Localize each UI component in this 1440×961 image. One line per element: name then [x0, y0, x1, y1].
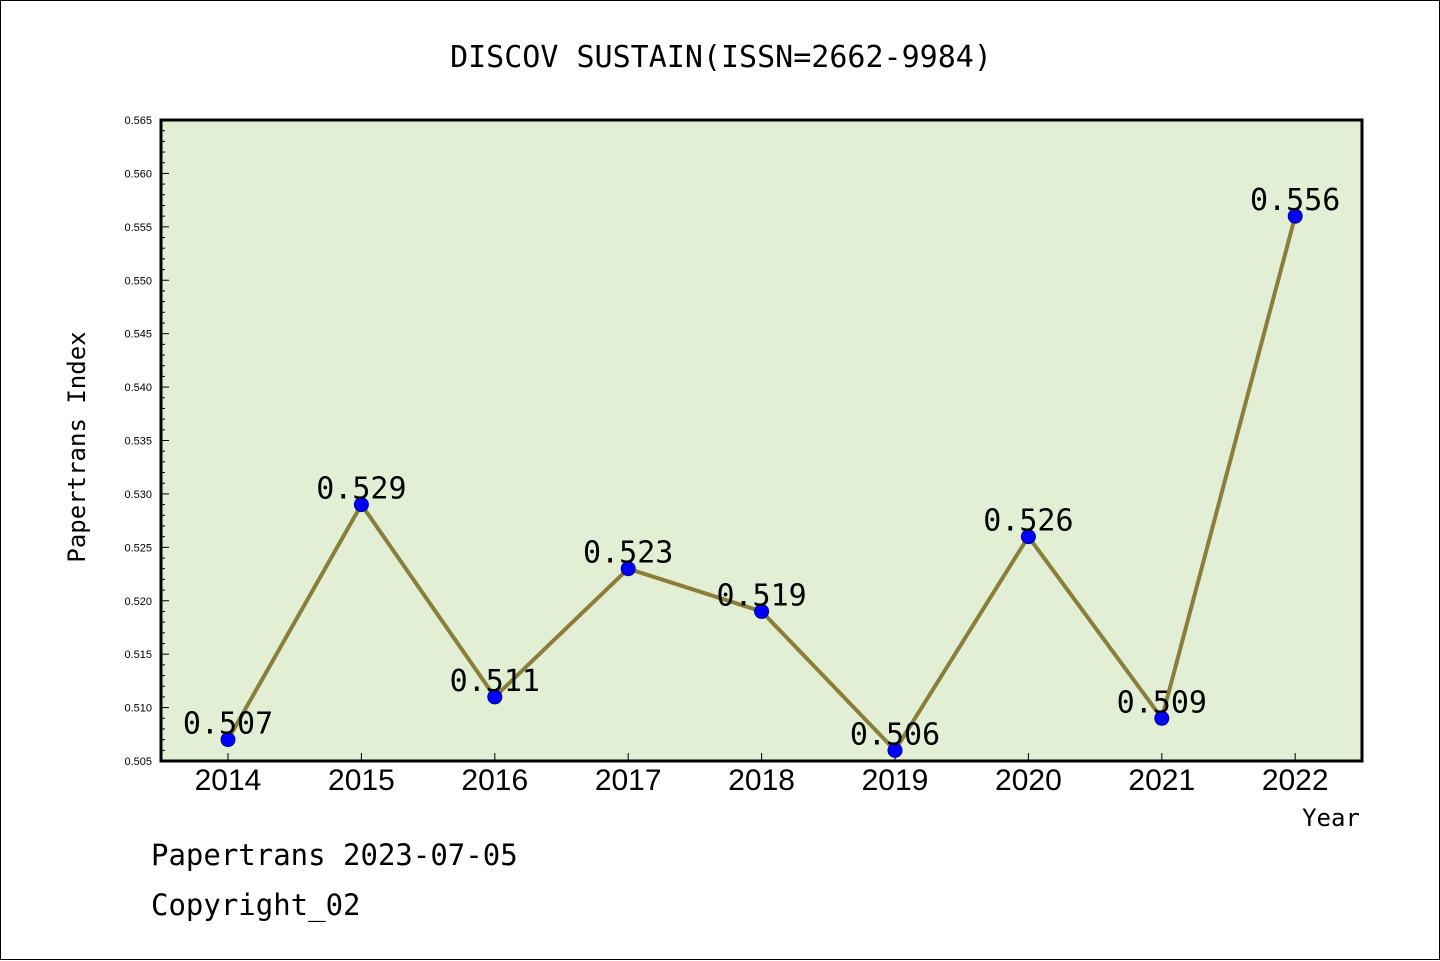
y-tick-label: 0.510 [124, 703, 152, 715]
series-group: 0.507 0.529 0.511 0.523 0.519 0.506 0.526 0.509… [183, 183, 1340, 758]
y-tick-label: 0.515 [124, 649, 152, 661]
y-tick-label: 0.540 [124, 382, 152, 394]
y-tick-label: 0.565 [124, 115, 152, 127]
data-point [754, 603, 770, 619]
data-label: 0.506 [850, 717, 940, 752]
y-tick-label: 0.505 [124, 756, 152, 768]
data-point [887, 742, 903, 758]
x-tick-label: 2015 [328, 764, 395, 797]
y-tick-label: 0.560 [124, 168, 152, 180]
data-label: 0.526 [983, 504, 1073, 539]
x-axis-label: Year [1302, 804, 1360, 832]
y-tick-label: 0.530 [124, 489, 152, 501]
data-label: 0.523 [583, 536, 673, 571]
footer-date: Papertrans 2023-07-05 [151, 838, 518, 872]
data-point [1020, 529, 1036, 545]
x-tick-label: 2017 [595, 764, 662, 797]
x-tick-label: 2020 [995, 764, 1062, 797]
x-tick-label: 2018 [728, 764, 795, 797]
data-label: 0.556 [1250, 183, 1340, 218]
plot-area [159, 118, 1364, 763]
x-axis: 2014 2015 2016 2017 2018 2019 2020 2021 2022 [195, 753, 1329, 797]
data-point [620, 561, 636, 577]
y-axis: 0.505 0.510 0.515 0.520 0.525 0.530 0.535 0.540… [124, 115, 169, 768]
data-label: 0.519 [716, 578, 806, 613]
x-tick-label: 2019 [862, 764, 929, 797]
data-point [220, 732, 236, 748]
y-tick-label: 0.525 [124, 542, 152, 554]
data-point [1154, 710, 1170, 726]
chart-title: DISCOV SUSTAIN(ISSN=2662-9984) [450, 40, 992, 75]
footer-copyright: Copyright_02 [151, 888, 361, 923]
y-tick-label: 0.520 [124, 596, 152, 608]
y-tick-label: 0.545 [124, 329, 152, 341]
data-label: 0.529 [316, 472, 406, 507]
data-point [1287, 208, 1303, 224]
x-tick-label: 2022 [1262, 764, 1329, 797]
data-label: 0.507 [183, 707, 273, 742]
data-label: 0.509 [1117, 685, 1207, 720]
data-point [353, 497, 369, 513]
y-tick-label: 0.550 [124, 275, 152, 287]
x-tick-label: 2021 [1128, 764, 1195, 797]
x-tick-label: 2014 [195, 764, 262, 797]
data-point [487, 689, 503, 705]
y-axis-label: Papertrans Index [63, 331, 91, 562]
y-tick-label: 0.535 [124, 436, 152, 448]
y-tick-label: 0.555 [124, 222, 152, 234]
x-tick-label: 2016 [461, 764, 528, 797]
data-label: 0.511 [450, 664, 540, 699]
